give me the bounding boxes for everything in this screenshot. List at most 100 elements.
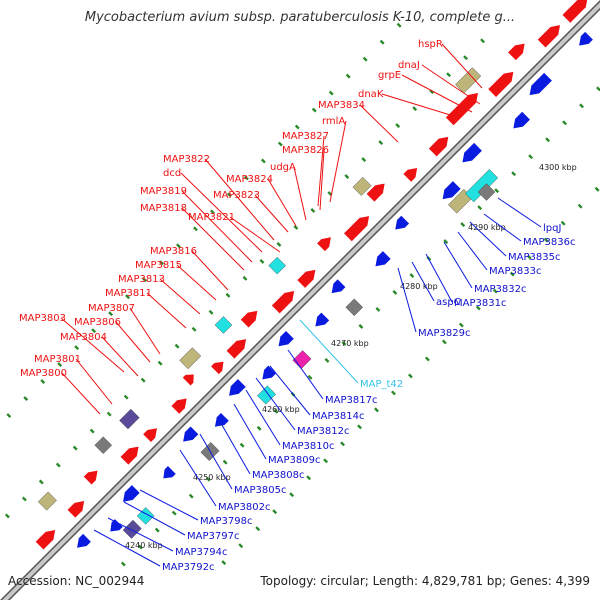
gc-dot: [21, 496, 27, 502]
gc-dot: [23, 396, 29, 402]
reverse-gene-arrow: [442, 181, 461, 200]
gc-dot: [545, 137, 551, 143]
reverse-gene-leader: [269, 365, 311, 416]
forward-gene-leader: [75, 358, 113, 405]
forward-gene-leader: [180, 172, 263, 253]
forward-gene-leader: [146, 292, 187, 329]
reverse-gene-leader: [497, 197, 542, 228]
forward-gene-arrow: [226, 339, 247, 359]
gc-dot: [40, 379, 46, 385]
reverse-gene-label: aspC: [436, 297, 461, 308]
gc-dot: [154, 527, 160, 533]
kbp-tick-label: 4250 kbp: [193, 473, 231, 482]
gc-dot: [142, 277, 148, 283]
gc-dot: [323, 458, 329, 464]
forward-gene-label: MAP3807: [88, 303, 135, 314]
gc-dot: [409, 273, 415, 278]
gc-dot: [239, 442, 245, 448]
forward-gene-leader: [254, 194, 289, 233]
forward-gene-arrow: [344, 216, 370, 242]
reverse-gene-label: MAP3835c: [508, 252, 560, 263]
forward-gene-leader: [359, 104, 399, 143]
forward-gene-leader: [159, 278, 201, 315]
reverse-gene-label: lpqJ: [543, 223, 561, 234]
reverse-gene-arrow: [513, 111, 530, 129]
annotation-block: [345, 298, 364, 317]
gc-dot: [324, 357, 330, 363]
genome-summary-text: Topology: circular; Length: 4,829,781 bp…: [260, 574, 590, 588]
reverse-gene-arrow: [183, 426, 199, 442]
gc-dot: [407, 373, 413, 379]
reverse-gene-leader: [255, 377, 296, 431]
gc-dot: [361, 157, 367, 163]
gc-dot: [594, 186, 600, 192]
forward-gene-leader: [60, 317, 125, 373]
forward-gene-arrow: [537, 25, 561, 48]
reverse-gene-leader: [299, 319, 359, 384]
kbp-tick-label: 4280 kbp: [400, 282, 438, 291]
reverse-gene-leader: [397, 267, 417, 333]
forward-gene-label: udgA: [270, 162, 296, 173]
gc-dot: [277, 141, 283, 147]
forward-gene-leader: [329, 120, 347, 203]
gc-dot: [272, 509, 278, 515]
map-title: Mycobacterium avium subsp. paratuberculo…: [84, 10, 516, 25]
gc-dot: [392, 290, 398, 295]
reverse-gene-leader: [123, 501, 186, 536]
reverse-gene-label: MAP3829c: [418, 328, 470, 339]
annotation-block: [122, 519, 142, 539]
forward-gene-leader: [61, 372, 101, 415]
reverse-gene-leader: [199, 433, 233, 490]
annotation-block: [94, 436, 113, 454]
gc-dot: [55, 462, 61, 468]
reverse-gene-label: MAP3831c: [454, 298, 506, 309]
gc-dot: [458, 322, 464, 328]
gc-dot: [57, 362, 63, 368]
reverse-gene-arrow: [375, 251, 391, 267]
forward-gene-arrow: [445, 93, 478, 126]
forward-gene-label: MAP3821: [188, 212, 235, 223]
forward-gene-leader: [101, 336, 139, 377]
gc-dot: [511, 171, 517, 177]
kbp-tick-label: 4290 kbp: [468, 223, 506, 232]
gc-dot: [174, 343, 180, 349]
forward-gene-leader: [181, 190, 253, 263]
gc-dot: [259, 258, 265, 264]
gc-dot: [210, 209, 215, 215]
forward-gene-label: MAP3816: [150, 246, 197, 257]
gc-dot: [391, 390, 396, 396]
gc-dot: [74, 345, 80, 351]
reverse-gene-label: MAP3810c: [282, 441, 334, 452]
gc-dot: [463, 55, 469, 61]
forward-gene-label: MAP3827: [282, 131, 329, 142]
gc-dot: [171, 510, 177, 516]
reverse-gene-label: MAP_t42: [360, 379, 403, 390]
gc-dot: [475, 305, 481, 311]
forward-gene-leader: [115, 321, 151, 363]
gc-dot: [412, 106, 418, 112]
forward-gene-arrow: [171, 398, 187, 414]
forward-gene-label: hspR: [418, 39, 443, 50]
reverse-gene-arrow: [123, 485, 140, 502]
reverse-gene-arrow: [262, 365, 277, 380]
reverse-gene-label: MAP3802c: [218, 502, 270, 513]
forward-gene-label: MAP3822: [163, 154, 210, 165]
forward-gene-leader: [181, 207, 245, 271]
gc-dot: [446, 72, 452, 78]
annotation-block: [119, 408, 140, 430]
forward-gene-label: MAP3813: [118, 274, 165, 285]
gc-dot: [306, 475, 312, 481]
annotation-block: [214, 316, 233, 334]
gc-dot: [526, 254, 532, 260]
forward-gene-label: MAP3811: [105, 288, 152, 299]
gc-dot: [137, 544, 143, 550]
gc-dot: [528, 154, 534, 160]
gc-dot: [358, 323, 364, 329]
reverse-gene-leader: [411, 261, 435, 302]
forward-gene-leader: [421, 64, 481, 105]
gc-dot: [311, 107, 317, 113]
gc-dot: [208, 309, 214, 315]
forward-gene-arrow: [562, 0, 588, 23]
forward-gene-label: MAP3826: [282, 145, 329, 156]
